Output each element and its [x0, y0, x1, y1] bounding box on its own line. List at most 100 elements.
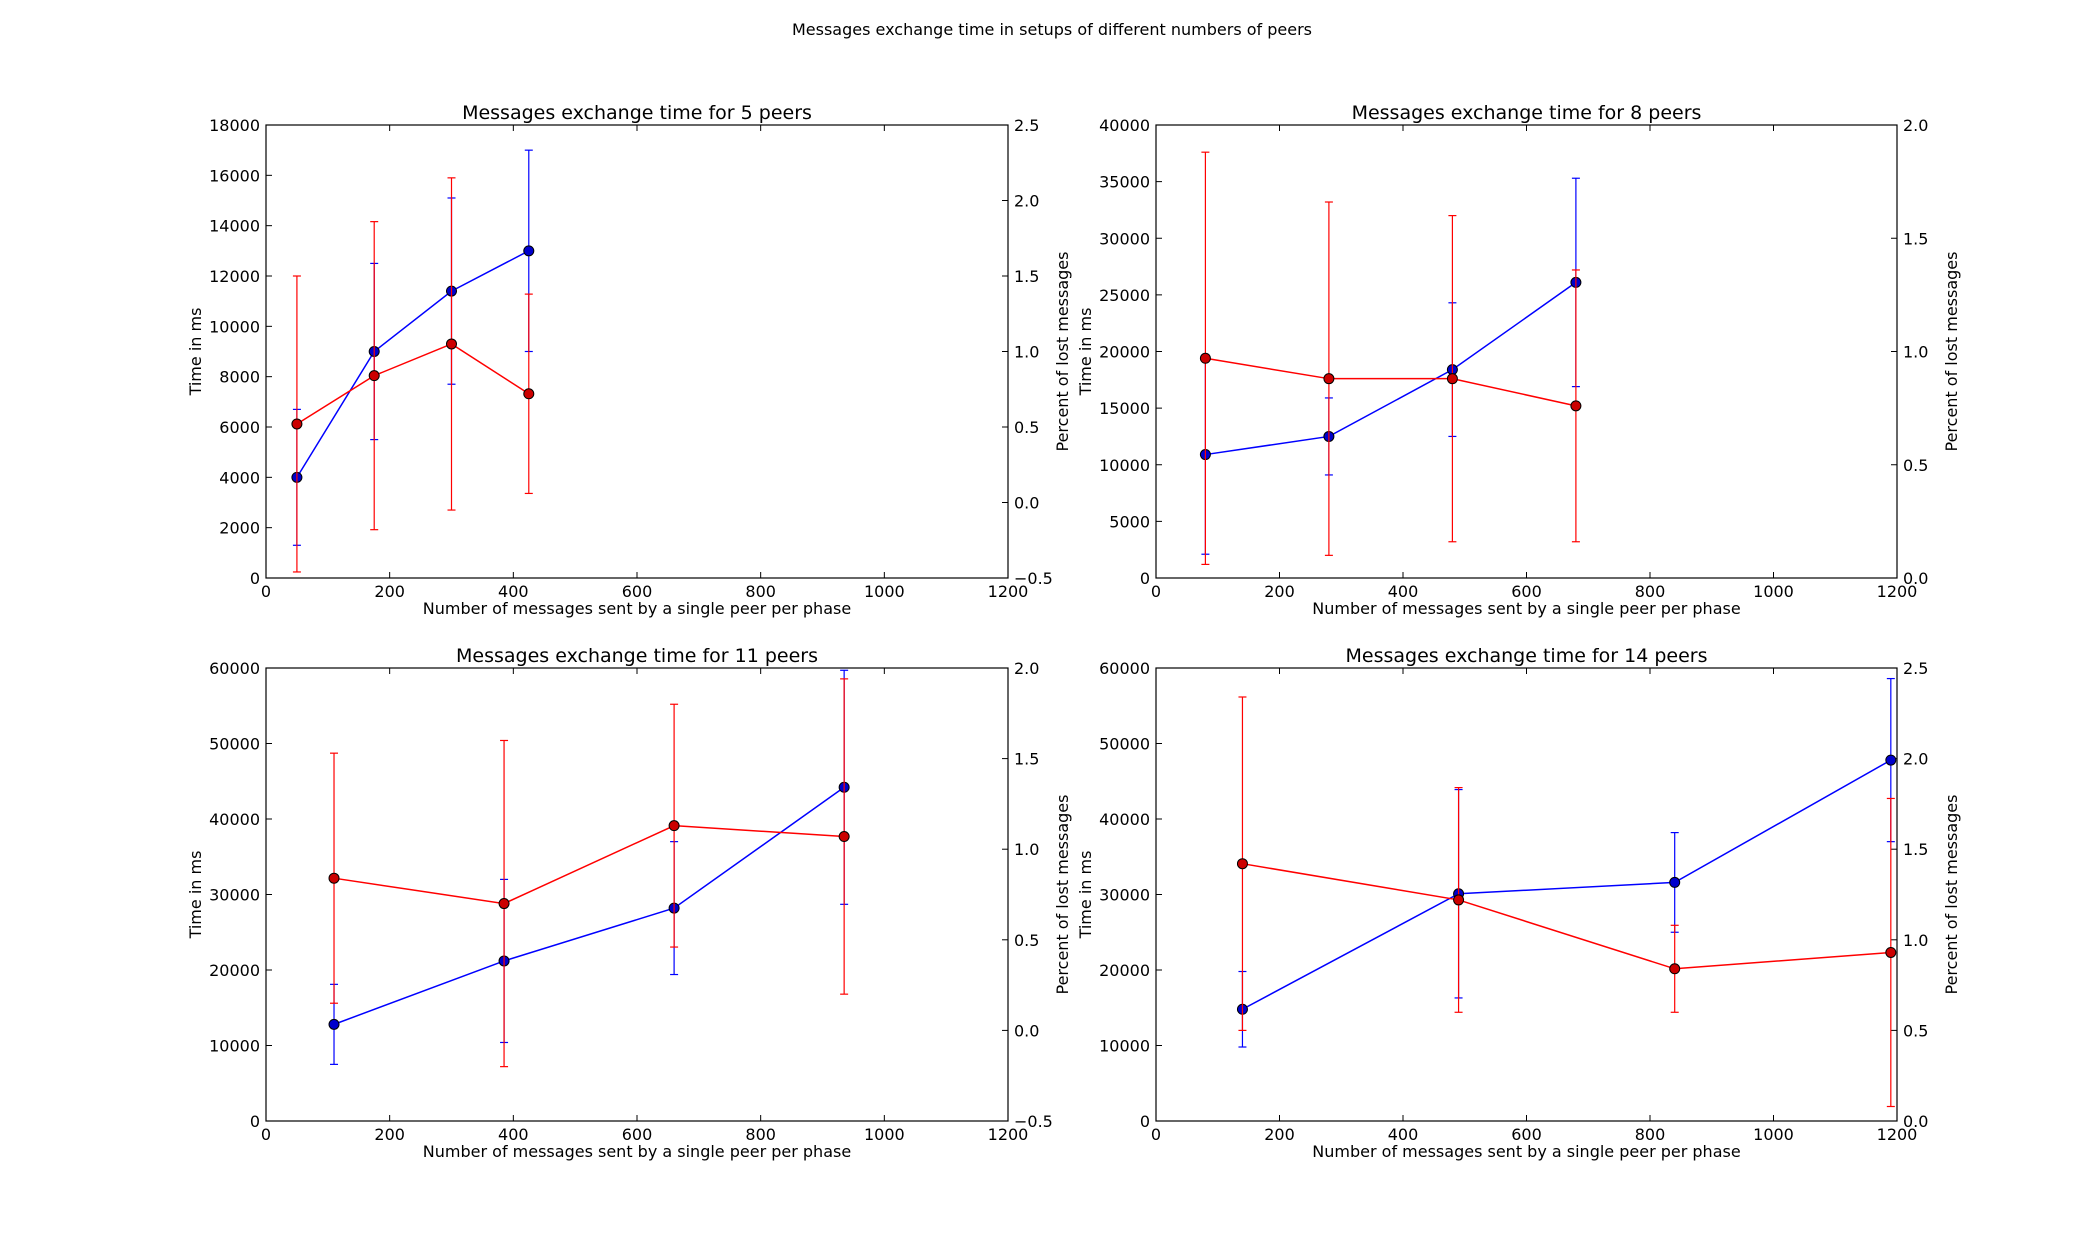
- data-point: [1323, 373, 1335, 385]
- y-tick-label: 30000: [1099, 886, 1150, 905]
- y-tick-label: 30000: [1099, 229, 1150, 248]
- data-point: [368, 370, 380, 382]
- y-tick-label: 20000: [1099, 343, 1150, 362]
- y2-tick-label: 0.5: [1903, 456, 1928, 475]
- y2-tick-label: 1.0: [1014, 343, 1039, 362]
- x-tick-label: 200: [374, 1125, 405, 1144]
- x-tick-label: 400: [498, 582, 529, 601]
- x-tick-label: 400: [1388, 582, 1419, 601]
- y-tick-label: 35000: [1099, 173, 1150, 192]
- x-tick-label: 600: [1511, 582, 1542, 601]
- plot-frame: [265, 667, 1009, 1122]
- x-tick-label: 1200: [988, 582, 1029, 601]
- x-tick-label: 800: [745, 582, 776, 601]
- plot-frame: [1155, 124, 1898, 579]
- y2-axis-label: Percent of lost messages: [1053, 252, 1072, 452]
- y2-tick-label: 1.5: [1014, 750, 1039, 769]
- subplot-1: Messages exchange time for 5 peers 0 200 40…: [186, 102, 1072, 618]
- y2-tick-label: 1.5: [1014, 267, 1039, 286]
- y-axis-label: Time in ms: [1076, 851, 1095, 940]
- plot-frame: [1155, 667, 1898, 1122]
- y-tick-label: 40000: [1099, 116, 1150, 135]
- x-tick-label: 600: [1511, 1125, 1542, 1144]
- x-tick-label: 0: [261, 582, 271, 601]
- subplot-title: Messages exchange time for 11 peers: [456, 645, 818, 667]
- subplot-3: Messages exchange time for 11 peers 0 200 4…: [186, 645, 1072, 1161]
- series-line: [296, 250, 530, 478]
- y2-tick-label: 0.0: [1903, 1112, 1928, 1131]
- y-tick-label: 0: [1140, 1112, 1150, 1131]
- y-tick-label: 10000: [1099, 456, 1150, 475]
- data-point: [1199, 352, 1211, 364]
- y-tick-label: 18000: [209, 116, 260, 135]
- data-point: [1885, 754, 1897, 766]
- x-tick-label: 400: [498, 1125, 529, 1144]
- x-tick-label: 400: [1388, 1125, 1419, 1144]
- x-tick-label: 800: [1635, 582, 1666, 601]
- x-tick-label: 200: [374, 582, 405, 601]
- y-tick-label: 12000: [209, 267, 260, 286]
- y2-tick-label: 2.0: [1903, 750, 1928, 769]
- series-line: [1242, 862, 1891, 970]
- y-tick-label: 6000: [219, 418, 260, 437]
- y2-tick-label: 1.0: [1903, 931, 1928, 950]
- y-axis-label: Time in ms: [1076, 308, 1095, 397]
- data-point: [838, 831, 850, 843]
- data-point: [291, 418, 303, 430]
- x-tick-label: 1200: [1877, 582, 1918, 601]
- data-point: [498, 898, 510, 910]
- series-lost-percent: [1199, 151, 1582, 566]
- figure-suptitle: Messages exchange time in setups of diff…: [792, 20, 1312, 39]
- y-tick-label: 50000: [209, 735, 260, 754]
- x-tick-label: 1200: [1877, 1125, 1918, 1144]
- y-tick-label: 10000: [209, 1037, 260, 1056]
- x-axis-label: Number of messages sent by a single peer…: [423, 1142, 851, 1161]
- y2-axis-label: Percent of lost messages: [1053, 795, 1072, 995]
- x-tick-label: 0: [1151, 1125, 1161, 1144]
- y-tick-label: 50000: [1099, 735, 1150, 754]
- y-tick-label: 5000: [1109, 512, 1150, 531]
- subplot-title: Messages exchange time for 8 peers: [1352, 102, 1702, 124]
- y-tick-label: 15000: [1099, 399, 1150, 418]
- y-tick-label: 25000: [1099, 286, 1150, 305]
- x-tick-label: 1000: [1753, 1125, 1794, 1144]
- y2-tick-label: 1.0: [1014, 840, 1039, 859]
- x-tick-label: 800: [745, 1125, 776, 1144]
- y-tick-label: 60000: [209, 659, 260, 678]
- y2-tick-label: −0.5: [1014, 1112, 1053, 1131]
- x-tick-label: 1000: [1753, 582, 1794, 601]
- y-tick-label: 16000: [209, 166, 260, 185]
- y-tick-label: 0: [250, 569, 260, 588]
- y-tick-label: 20000: [209, 961, 260, 980]
- plot-frame: [265, 124, 1009, 579]
- y-tick-label: 30000: [209, 886, 260, 905]
- subplot-title: Messages exchange time for 14 peers: [1346, 645, 1708, 667]
- y-tick-label: 8000: [219, 368, 260, 387]
- series-lost-percent: [291, 177, 535, 573]
- y-tick-label: 60000: [1099, 659, 1150, 678]
- y2-tick-label: 2.0: [1903, 116, 1928, 135]
- y2-tick-label: 0.5: [1014, 418, 1039, 437]
- x-axis-label: Number of messages sent by a single peer…: [1312, 1142, 1740, 1161]
- series-line: [1242, 759, 1892, 1010]
- x-tick-label: 200: [1264, 1125, 1295, 1144]
- data-point: [668, 820, 680, 832]
- subplot-grid: Messages exchange time for 5 peers 0 200 40…: [186, 102, 1961, 1161]
- data-point: [1453, 894, 1465, 906]
- x-axis-label: Number of messages sent by a single peer…: [1312, 599, 1740, 618]
- y2-tick-label: 0.5: [1903, 1021, 1928, 1040]
- x-tick-label: 800: [1635, 1125, 1666, 1144]
- y-tick-label: 20000: [1099, 961, 1150, 980]
- subplot-title: Messages exchange time for 5 peers: [462, 102, 812, 124]
- y2-tick-label: 0.0: [1903, 569, 1928, 588]
- y-axis-label: Time in ms: [186, 851, 205, 940]
- y-tick-label: 10000: [209, 317, 260, 336]
- x-tick-label: 0: [261, 1125, 271, 1144]
- y2-tick-label: 0.0: [1014, 1021, 1039, 1040]
- data-point: [1446, 373, 1458, 385]
- data-point: [1669, 876, 1681, 888]
- series-lost-percent: [1236, 696, 1897, 1108]
- y2-tick-label: 0.0: [1014, 494, 1039, 513]
